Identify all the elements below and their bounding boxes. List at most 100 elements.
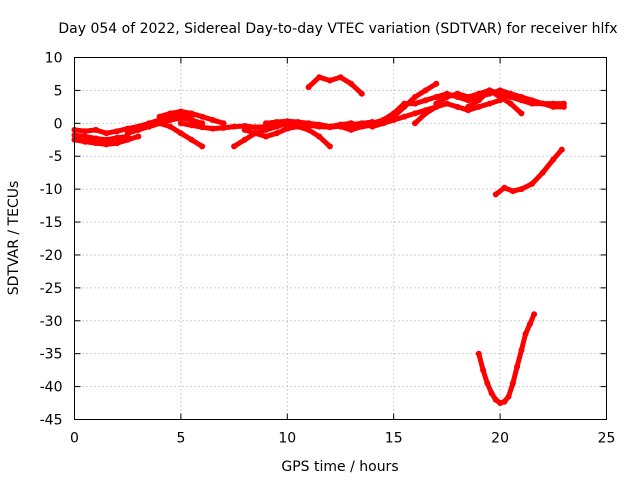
- data-point: [486, 87, 493, 94]
- data-series-6: [156, 108, 227, 127]
- data-point: [263, 120, 269, 127]
- data-point: [156, 120, 163, 127]
- data-point: [114, 140, 121, 147]
- data-point: [177, 130, 184, 137]
- data-point: [531, 311, 538, 318]
- data-point: [488, 390, 495, 397]
- data-point: [114, 128, 121, 135]
- data-point: [348, 126, 355, 133]
- data-point: [316, 121, 323, 128]
- data-point: [167, 110, 174, 117]
- data-point: [294, 119, 301, 125]
- data-point: [252, 124, 259, 131]
- series-line: [306, 74, 365, 97]
- data-point: [412, 100, 418, 107]
- data-point: [422, 97, 429, 104]
- data-point: [412, 110, 418, 117]
- data-point: [82, 128, 89, 135]
- y-tick-label: -25: [40, 281, 63, 297]
- data-point: [522, 330, 529, 337]
- data-point: [509, 188, 516, 195]
- data-point: [518, 110, 525, 117]
- data-point: [305, 126, 312, 133]
- data-point: [188, 136, 195, 143]
- data-point: [167, 123, 174, 130]
- y-tick-label: 10: [45, 51, 63, 67]
- data-point: [454, 103, 461, 110]
- data-point: [492, 396, 499, 403]
- chart-title: Day 054 of 2022, Sidereal Day-to-day VTE…: [58, 21, 617, 37]
- tick-labels: 0 5 10 15 20 25 10 5 0 -5 -10 -15 -20 -25 -30 -35 -40 -45: [40, 51, 616, 447]
- data-point: [358, 123, 365, 130]
- data-series-15: [412, 97, 504, 127]
- data-point: [507, 94, 514, 100]
- data-point: [82, 133, 89, 140]
- data-point: [401, 113, 408, 120]
- data-point: [465, 103, 472, 110]
- data-point: [454, 90, 461, 97]
- data-point: [305, 84, 312, 91]
- data-point: [284, 125, 291, 132]
- data-point: [103, 141, 110, 148]
- x-tick-label: 20: [491, 431, 509, 447]
- data-point: [509, 380, 516, 387]
- data-point: [380, 120, 387, 127]
- data-point: [103, 130, 110, 137]
- data-point: [177, 120, 184, 127]
- data-point: [475, 90, 482, 97]
- data-point: [539, 169, 546, 176]
- y-tick-label: -15: [40, 215, 63, 231]
- data-point: [177, 108, 184, 115]
- y-tick-label: 5: [54, 83, 63, 99]
- data-point: [252, 130, 259, 137]
- data-point: [497, 90, 504, 97]
- data-point: [241, 136, 248, 143]
- data-point: [294, 123, 301, 130]
- data-point: [273, 130, 280, 137]
- data-point: [560, 103, 567, 110]
- data-point: [526, 321, 533, 328]
- series-line: [465, 87, 567, 110]
- data-point: [135, 133, 142, 140]
- data-point: [156, 113, 163, 120]
- data-point: [273, 119, 280, 125]
- data-point: [231, 123, 238, 130]
- data-point: [412, 120, 418, 127]
- data-point: [284, 118, 291, 125]
- data-point: [135, 126, 142, 133]
- data-point: [433, 94, 440, 100]
- data-point: [316, 74, 323, 81]
- grid-lines: [74, 57, 607, 420]
- data-point: [539, 100, 546, 107]
- data-point: [305, 120, 312, 127]
- data-point: [199, 113, 206, 120]
- x-tick-label: 25: [598, 431, 616, 447]
- data-point: [92, 126, 99, 133]
- data-point: [412, 94, 418, 100]
- data-point: [124, 125, 131, 132]
- series-line: [476, 311, 537, 406]
- data-point: [433, 80, 440, 87]
- data-point: [188, 110, 195, 117]
- axis-ticks: [74, 57, 607, 420]
- y-tick-label: -5: [49, 149, 63, 165]
- data-point: [443, 94, 450, 100]
- data-point: [146, 123, 152, 130]
- data-point: [199, 143, 206, 150]
- data-point: [92, 135, 99, 142]
- data-point: [177, 115, 184, 122]
- data-point: [231, 143, 238, 150]
- data-point: [326, 123, 333, 130]
- data-point: [199, 124, 206, 131]
- data-point: [443, 100, 450, 107]
- data-point: [465, 94, 472, 100]
- data-series-9: [241, 123, 333, 150]
- data-point: [518, 97, 525, 104]
- data-point: [484, 380, 491, 387]
- data-point: [358, 90, 365, 97]
- data-point: [167, 117, 174, 123]
- data-point: [241, 126, 248, 133]
- data-point: [316, 133, 323, 140]
- y-tick-label: -45: [40, 413, 63, 429]
